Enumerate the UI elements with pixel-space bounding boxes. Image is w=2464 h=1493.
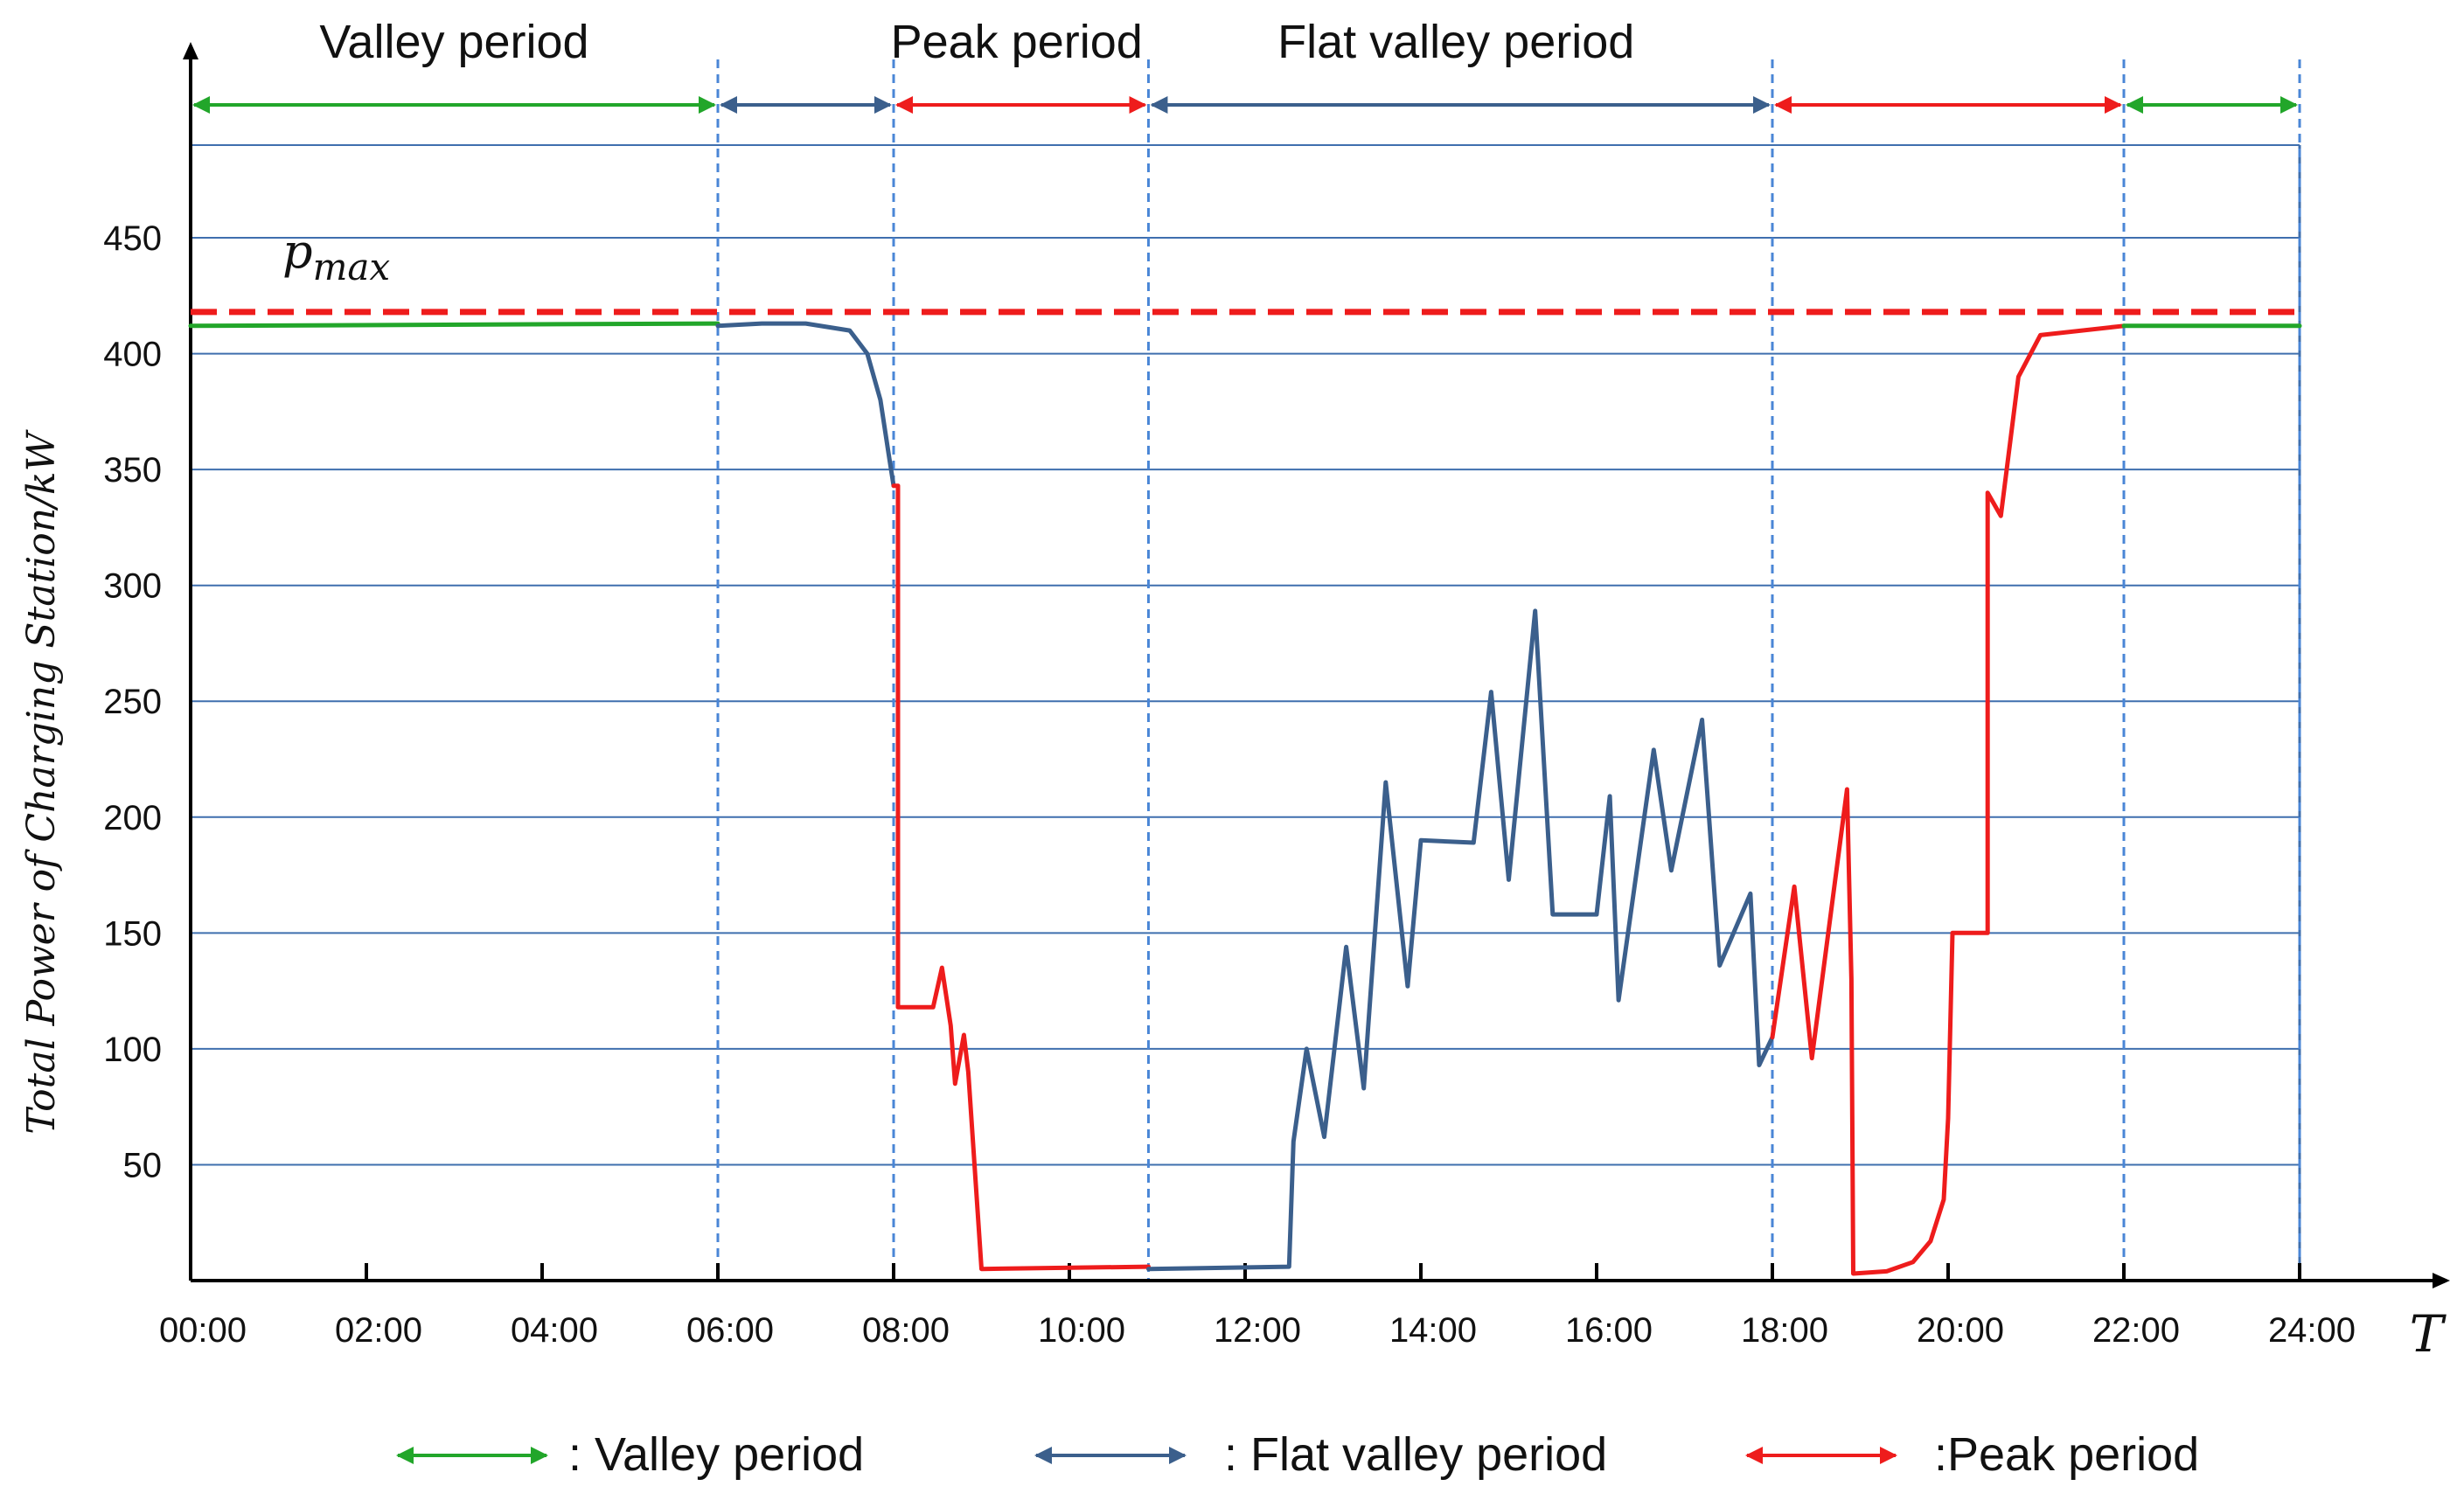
x-tick-label: 20:00: [1917, 1311, 2004, 1350]
legend: : Valley period : Flat valley period :Peak…: [396, 1428, 2199, 1481]
pmax-subscript: max: [313, 246, 391, 288]
grid-lines: [191, 144, 2301, 1281]
x-tick-label: 02:00: [335, 1311, 422, 1350]
y-tick-label: 250: [103, 683, 162, 721]
pmax-label: pmax: [282, 224, 390, 288]
legend-label-flat: : Flat valley period: [1224, 1428, 1607, 1481]
period-dividers: [716, 59, 2301, 1281]
series-line-peak: [891, 483, 1151, 1272]
y-axis-label: Total Power of Charging Station/kW: [19, 428, 64, 1134]
y-tick-label: 450: [103, 219, 162, 258]
axes: 50 100 150 200 250 300 350 400 450 00:00 02:00 04:0…: [103, 42, 2450, 1350]
x-tick-label: 18:00: [1741, 1311, 1828, 1350]
y-axis-arrowhead: [183, 42, 198, 59]
y-tick-label: 100: [103, 1031, 162, 1069]
labels: Total Power of Charging Station/kW T Val…: [19, 16, 2447, 1364]
x-tick-label: 22:00: [2092, 1311, 2180, 1350]
x-tick-label: 16:00: [1565, 1311, 1653, 1350]
period-label: Flat valley period: [1277, 16, 1634, 68]
x-tick-label: 12:00: [1214, 1311, 1301, 1350]
legend-label-peak: :Peak period: [1934, 1428, 2199, 1481]
x-tick-label: 00:00: [159, 1311, 247, 1350]
x-tick-label: 08:00: [862, 1311, 950, 1350]
x-tick-label: 04:00: [511, 1311, 598, 1350]
x-tick-label: 06:00: [686, 1311, 774, 1350]
y-tick-label: 300: [103, 567, 162, 606]
x-tick-label: 14:00: [1389, 1311, 1477, 1350]
series-lines: [188, 321, 2302, 1276]
series-line-valley: [188, 321, 720, 329]
series-line-flat: [1146, 608, 1775, 1272]
y-tick-label: 150: [103, 914, 162, 953]
x-axis-label: T: [2410, 1304, 2447, 1364]
y-tick-label: 50: [123, 1146, 163, 1184]
y-tick-label: 200: [103, 799, 162, 837]
period-label: Peak period: [891, 16, 1143, 68]
legend-label-valley: : Valley period: [568, 1428, 864, 1481]
x-tick-label: 24:00: [2268, 1311, 2356, 1350]
series-line-peak: [1770, 323, 2126, 1276]
y-tick-label: 400: [103, 336, 162, 374]
x-axis-arrowhead: [2433, 1273, 2450, 1288]
period-label: Valley period: [319, 16, 588, 68]
x-tick-label: 10:00: [1038, 1311, 1125, 1350]
y-tick-label: 350: [103, 451, 162, 490]
series-line-flat: [715, 321, 896, 489]
